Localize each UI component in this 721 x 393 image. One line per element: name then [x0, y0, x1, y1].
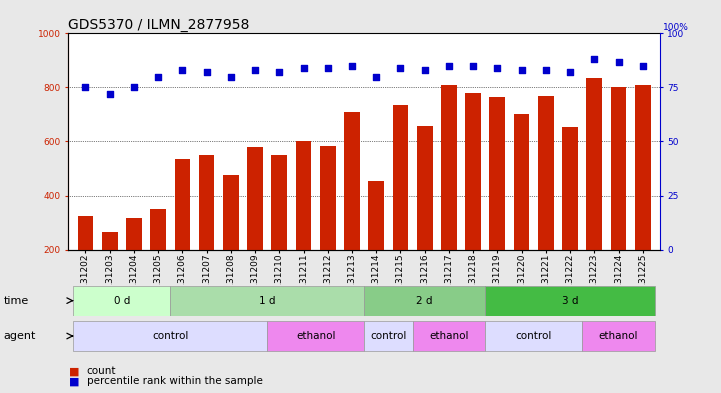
Text: ■: ■	[68, 366, 79, 376]
Bar	[368, 181, 384, 304]
Bar	[74, 286, 170, 316]
Point	[249, 67, 261, 73]
Point	[419, 67, 430, 73]
Bar	[199, 155, 214, 304]
Point	[637, 62, 648, 69]
Bar	[296, 141, 311, 304]
Point	[225, 73, 236, 80]
Bar	[635, 85, 650, 304]
Bar	[490, 97, 505, 304]
Text: ethanol: ethanol	[598, 331, 638, 341]
Text: ethanol: ethanol	[429, 331, 469, 341]
Text: ■: ■	[68, 376, 79, 386]
Point	[540, 67, 552, 73]
Bar	[126, 219, 142, 304]
Point	[177, 67, 188, 73]
Text: percentile rank within the sample: percentile rank within the sample	[87, 376, 262, 386]
Bar	[582, 321, 655, 351]
Text: count: count	[87, 366, 116, 376]
Bar	[174, 159, 190, 304]
Bar	[344, 112, 360, 304]
Point	[443, 62, 455, 69]
Bar	[74, 321, 267, 351]
Text: control: control	[152, 331, 188, 341]
Bar	[320, 146, 336, 304]
Point	[492, 65, 503, 71]
Bar	[417, 126, 433, 304]
Bar	[538, 96, 554, 304]
Bar	[586, 78, 602, 304]
Bar	[223, 175, 239, 304]
Bar	[392, 105, 408, 304]
Point	[613, 58, 624, 64]
Text: time: time	[4, 296, 29, 306]
Text: agent: agent	[4, 331, 36, 341]
Point	[588, 56, 600, 62]
Bar	[102, 232, 118, 304]
Point	[128, 84, 140, 90]
Bar	[412, 321, 485, 351]
Point	[394, 65, 406, 71]
Bar	[78, 216, 93, 304]
Bar	[267, 321, 364, 351]
Bar	[170, 286, 364, 316]
Text: 100%: 100%	[663, 23, 689, 32]
Point	[273, 69, 285, 75]
Bar	[364, 286, 485, 316]
Point	[346, 62, 358, 69]
Point	[322, 65, 334, 71]
Text: GDS5370 / ILMN_2877958: GDS5370 / ILMN_2877958	[68, 18, 250, 32]
Bar	[611, 87, 627, 304]
Point	[80, 84, 92, 90]
Text: control: control	[516, 331, 552, 341]
Bar	[150, 209, 166, 304]
Text: 2 d: 2 d	[417, 296, 433, 306]
Text: ethanol: ethanol	[296, 331, 335, 341]
Bar	[364, 321, 412, 351]
Bar	[465, 93, 481, 304]
Bar	[247, 147, 263, 304]
Point	[371, 73, 382, 80]
Bar	[562, 127, 578, 304]
Bar	[485, 286, 655, 316]
Text: control: control	[370, 331, 407, 341]
Bar	[514, 114, 529, 304]
Text: 0 d: 0 d	[114, 296, 130, 306]
Point	[467, 62, 479, 69]
Point	[298, 65, 309, 71]
Text: 1 d: 1 d	[259, 296, 275, 306]
Text: 3 d: 3 d	[562, 296, 578, 306]
Bar	[485, 321, 582, 351]
Point	[104, 91, 115, 97]
Bar	[271, 155, 287, 304]
Point	[201, 69, 213, 75]
Point	[565, 69, 576, 75]
Bar	[441, 85, 457, 304]
Point	[516, 67, 527, 73]
Point	[152, 73, 164, 80]
